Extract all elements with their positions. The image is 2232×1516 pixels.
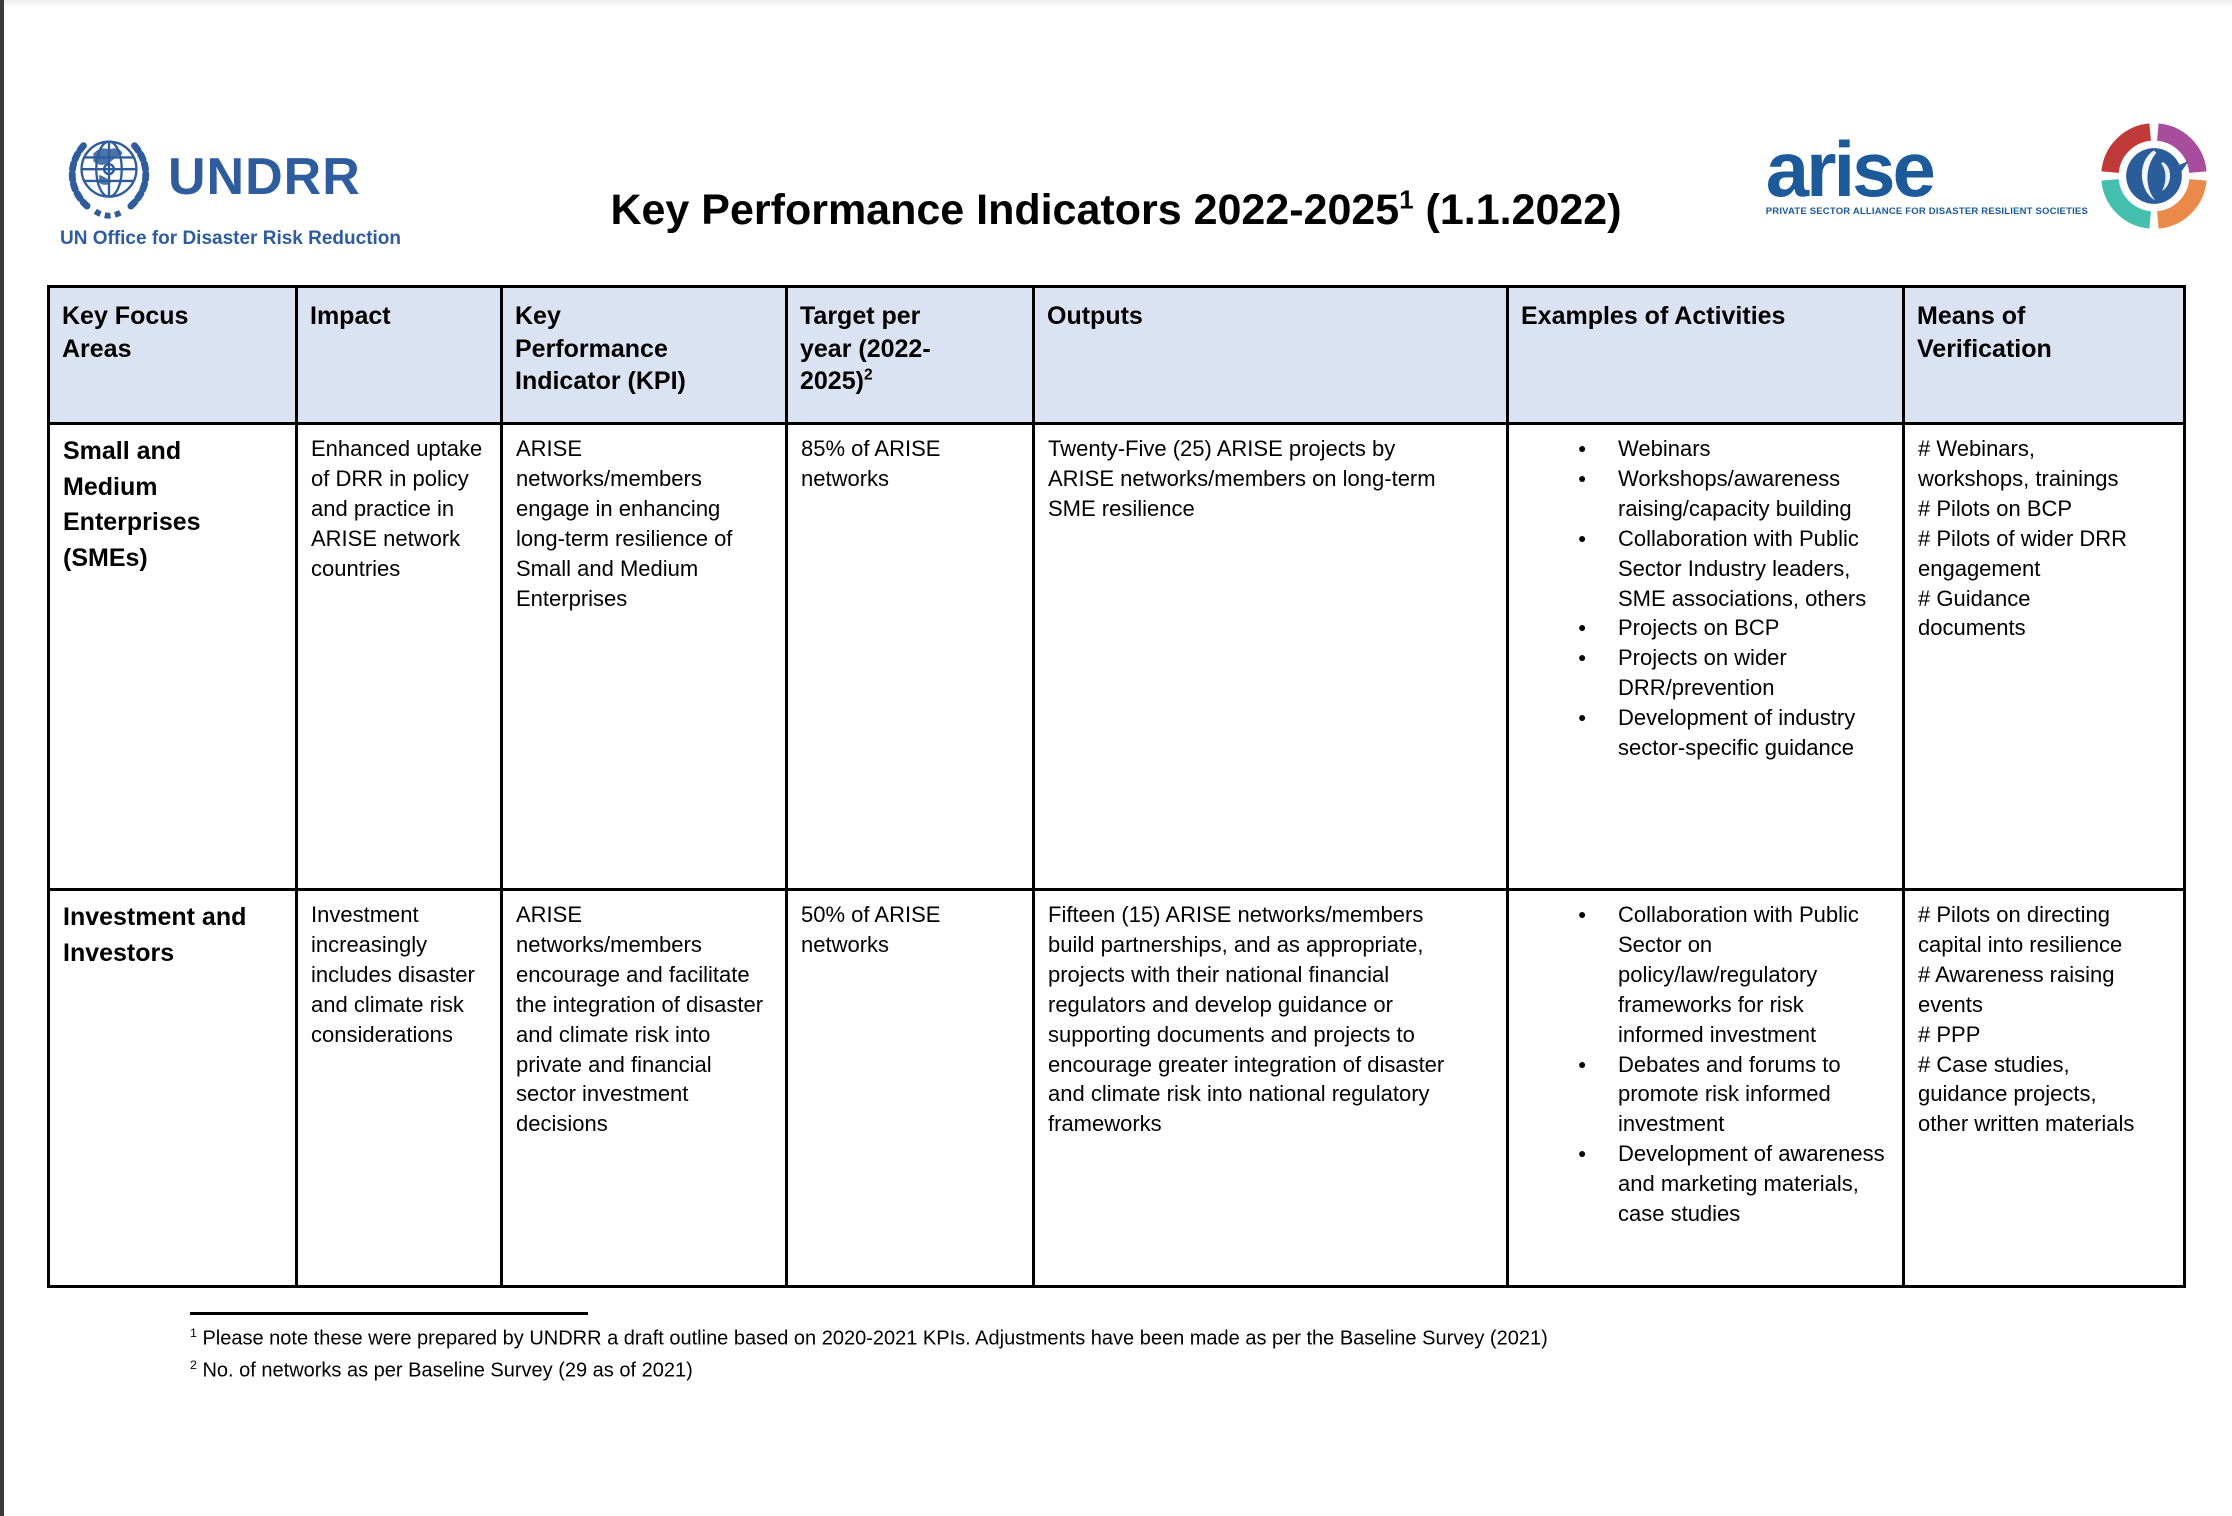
activity-item: Development of industry sector-specific … — [1522, 703, 1889, 763]
cell-investment-kpi: ARISE networks/members encourage and fac… — [500, 888, 788, 1288]
verification-item: # Pilots on BCP — [1918, 495, 2073, 521]
cell-investment-outputs: Fifteen (15) ARISE networks/members buil… — [1032, 888, 1509, 1288]
footnote-2-marker: 2 — [190, 1357, 197, 1372]
title-footnote-ref: 1 — [1399, 186, 1414, 215]
activity-item: Debates and forums to promote risk infor… — [1522, 1050, 1889, 1140]
ring-segment-purple — [2156, 123, 2207, 174]
activity-item: Projects on wider DRR/prevention — [1522, 643, 1889, 703]
arise-tagline: PRIVATE SECTOR ALLIANCE FOR DISASTER RES… — [1765, 206, 2088, 218]
undrr-tagline: UN Office for Disaster Risk Reduction — [60, 228, 402, 249]
verification-item: # Case studies, guidance projects, other… — [1918, 1051, 2135, 1137]
activity-item: Collaboration with Public Sector Industr… — [1522, 524, 1889, 614]
cell-smes-activities: Webinars Workshops/awareness raising/cap… — [1506, 422, 1905, 891]
column-header-kpi: Key Performance Indicator (KPI) — [500, 285, 788, 425]
table-header-row: Key Focus Areas Impact Key Performance I… — [47, 285, 2186, 425]
cell-smes-target: 85% of ARISE networks — [785, 422, 1035, 891]
column-header-outputs: Outputs — [1032, 285, 1509, 425]
column-header-verification: Means of Verification — [1902, 285, 2186, 425]
undrr-logo: UNDRR UN Office for Disaster Risk Reduct… — [60, 128, 402, 250]
column-header-key-focus-areas: Key Focus Areas — [47, 285, 298, 425]
kpi-table-container: Key Focus Areas Impact Key Performance I… — [47, 285, 2186, 1288]
undrr-wordmark: UNDRR — [168, 148, 361, 206]
activities-list: Collaboration with Public Sector on poli… — [1522, 900, 1889, 1229]
cell-smes-outputs: Twenty-Five (25) ARISE projects by ARISE… — [1032, 422, 1509, 891]
activities-list: Webinars Workshops/awareness raising/cap… — [1522, 434, 1889, 763]
column-header-activities: Examples of Activities — [1506, 285, 1905, 425]
verification-item: # Awareness raising events — [1918, 961, 2115, 1017]
title-date: (1.1.2022) — [1413, 186, 1622, 234]
table-row-investment: Investment and Investors Investment incr… — [47, 888, 2186, 1288]
cell-smes-impact: Enhanced uptake of DRR in policy and pra… — [295, 422, 503, 891]
verification-item: # Pilots on directing capital into resil… — [1918, 902, 2123, 957]
activity-item: Development of awareness and marketing m… — [1522, 1139, 1889, 1229]
footnote-2: 2 No. of networks as per Baseline Survey… — [190, 1357, 1810, 1384]
arise-phoenix-icon — [2101, 123, 2207, 229]
cell-investment-activities: Collaboration with Public Sector on poli… — [1506, 888, 1905, 1288]
phoenix-bird — [2126, 148, 2189, 204]
verification-item: # PPP — [1918, 1021, 1981, 1047]
verification-item: # Pilots of wider DRR engagement — [1918, 525, 2128, 581]
arise-wordmark: arise — [1765, 124, 1936, 213]
column-header-target: Target per year (2022- 2025)2 — [785, 285, 1035, 425]
column-header-impact: Impact — [295, 285, 503, 425]
cell-investment-impact: Investment increasingly includes disaste… — [295, 888, 503, 1288]
cell-smes-focus: Small and Medium Enterprises (SMEs) — [47, 422, 298, 891]
footnote-1-marker: 1 — [190, 1326, 197, 1340]
footnote-1-text: Please note these were prepared by UNDRR… — [202, 1327, 1548, 1350]
cell-smes-verification: # Webinars, workshops, trainings # Pilot… — [1902, 422, 2186, 891]
title-text: Key Performance Indicators 2022-2025 — [610, 186, 1400, 234]
footnote-1: 1 Please note these were prepared by UND… — [190, 1325, 1810, 1352]
cell-investment-verification: # Pilots on directing capital into resil… — [1902, 888, 2186, 1288]
ring-segment-teal — [2101, 178, 2152, 229]
ring-segment-orange — [2156, 178, 2207, 229]
kpi-table: Key Focus Areas Impact Key Performance I… — [47, 285, 2186, 1288]
cell-investment-target: 50% of ARISE networks — [785, 888, 1035, 1288]
activity-item: Workshops/awareness raising/capacity bui… — [1522, 464, 1889, 524]
cell-investment-focus: Investment and Investors — [47, 888, 298, 1288]
activity-item: Collaboration with Public Sector on poli… — [1522, 900, 1889, 1050]
page-left-edge — [0, 0, 4, 1516]
ring-segment-red — [2101, 123, 2152, 174]
undrr-logo-row: UNDRR — [60, 128, 380, 226]
un-emblem-icon — [68, 140, 150, 219]
arise-logo: arise PRIVATE SECTOR ALLIANCE FOR DISAST… — [1766, 118, 2212, 234]
arise-logo-text: arise PRIVATE SECTOR ALLIANCE FOR DISAST… — [1765, 124, 2088, 218]
footnote-2-text: No. of networks as per Baseline Survey (… — [202, 1359, 693, 1382]
activity-item: Projects on BCP — [1522, 613, 1889, 643]
activity-item: Webinars — [1522, 434, 1889, 464]
verification-item: # Guidance documents — [1918, 585, 2031, 641]
verification-item: # Webinars, workshops, trainings — [1918, 436, 2119, 491]
footnote-separator — [190, 1312, 588, 1315]
page-title: Key Performance Indicators 2022-20251 (1… — [610, 186, 1621, 235]
cell-smes-kpi: ARISE networks/members engage in enhanci… — [500, 422, 788, 891]
footnotes: 1 Please note these were prepared by UND… — [190, 1312, 1810, 1388]
page-top-edge — [0, 0, 2232, 8]
table-row-smes: Small and Medium Enterprises (SMEs) Enha… — [47, 422, 2186, 891]
